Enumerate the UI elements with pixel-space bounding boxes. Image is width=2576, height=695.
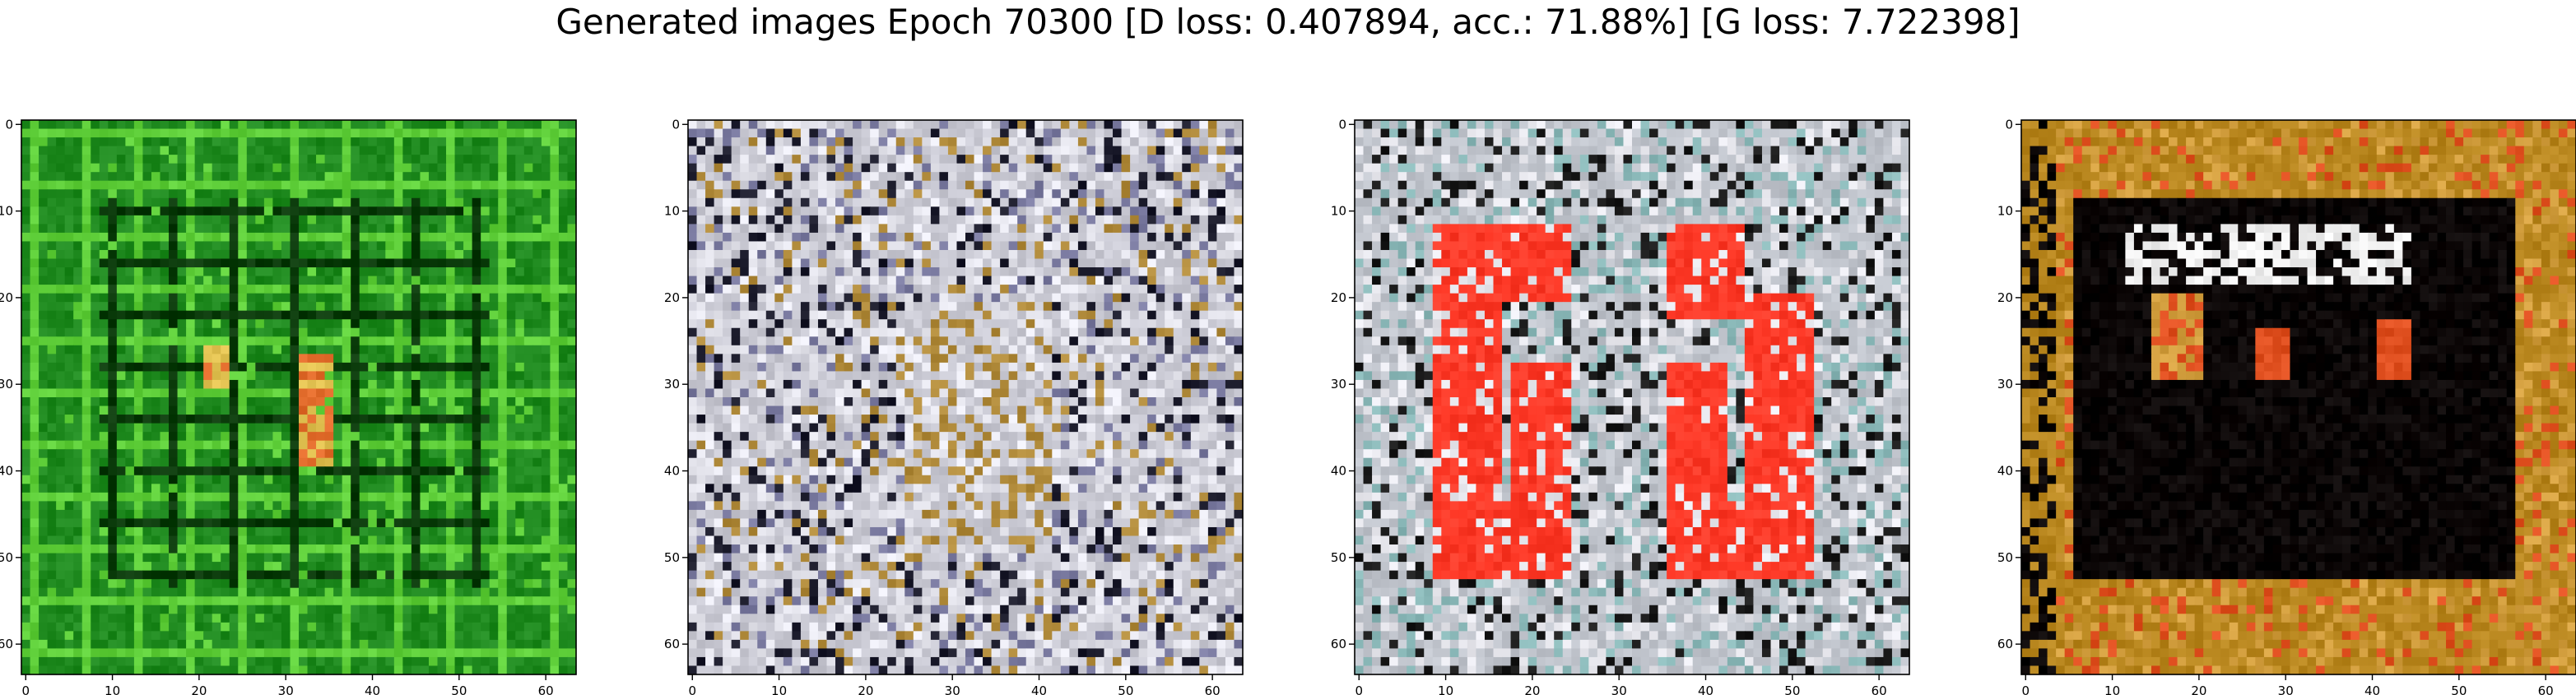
y-tick-label: 40 <box>664 464 680 479</box>
axes-frame <box>21 119 577 675</box>
subplot-2: 0 10 20 30 40 50 60 0 10 20 30 40 50 60 <box>664 117 1244 695</box>
x-tick-label: 20 <box>858 683 873 695</box>
y-tick-label: 10 <box>1331 204 1346 219</box>
y-tick-label: 60 <box>664 637 680 651</box>
y-tick-label: 0 <box>5 117 13 132</box>
x-tick-label: 0 <box>2021 683 2030 695</box>
x-tick-label: 0 <box>1355 683 1363 695</box>
axes-frame <box>1354 119 1910 675</box>
x-tick-label: 10 <box>2104 683 2120 695</box>
x-tick-label: 50 <box>451 683 467 695</box>
axes-frame <box>687 119 1244 675</box>
generated-image-3 <box>1355 120 1910 675</box>
x-tick-label: 30 <box>1611 683 1627 695</box>
x-tick-label: 10 <box>771 683 787 695</box>
y-tick-label: 10 <box>1997 204 2013 219</box>
y-tick-label: 20 <box>1331 290 1346 305</box>
x-tick-label: 50 <box>1784 683 1800 695</box>
y-tick-label: 50 <box>1331 550 1346 565</box>
x-tick-label: 0 <box>688 683 696 695</box>
x-tick-label: 30 <box>945 683 960 695</box>
x-tick-label: 60 <box>538 683 554 695</box>
y-tick-label: 30 <box>0 377 13 392</box>
subplot-3: 0 10 20 30 40 50 60 0 10 20 30 40 50 60 <box>1331 117 1910 695</box>
y-tick-label: 60 <box>1331 637 1346 651</box>
y-tick-label: 50 <box>664 550 680 565</box>
x-tick-label: 40 <box>1698 683 1713 695</box>
x-tick-label: 60 <box>1205 683 1221 695</box>
x-tick-label: 60 <box>1872 683 1887 695</box>
x-tick-label: 40 <box>2364 683 2380 695</box>
y-tick-label: 40 <box>1997 464 2013 479</box>
generated-image-1 <box>21 120 577 675</box>
y-tick-label: 10 <box>0 204 13 219</box>
x-tick-label: 30 <box>2278 683 2294 695</box>
generated-image-4 <box>2021 120 2576 675</box>
y-tick-label: 10 <box>664 204 680 219</box>
x-tick-label: 10 <box>105 683 120 695</box>
y-tick-label: 0 <box>672 117 680 132</box>
y-tick-label: 50 <box>1997 550 2013 565</box>
y-tick-label: 60 <box>0 637 13 651</box>
x-tick-label: 50 <box>2451 683 2467 695</box>
y-tick-label: 30 <box>664 377 680 392</box>
y-tick-label: 20 <box>1997 290 2013 305</box>
y-tick-label: 40 <box>0 464 13 479</box>
y-tick-label: 50 <box>0 550 13 565</box>
x-tick-label: 20 <box>2191 683 2206 695</box>
x-tick-label: 10 <box>1438 683 1453 695</box>
subplot-1: 0 10 20 30 40 50 60 0 10 20 30 40 50 60 <box>0 117 577 695</box>
x-tick-label: 60 <box>2538 683 2554 695</box>
x-tick-label: 20 <box>191 683 207 695</box>
x-tick-label: 40 <box>1031 683 1047 695</box>
x-tick-label: 20 <box>1524 683 1540 695</box>
x-tick-label: 40 <box>365 683 380 695</box>
y-tick-label: 0 <box>2005 117 2013 132</box>
x-tick-label: 30 <box>278 683 294 695</box>
generated-image-2 <box>688 120 1244 675</box>
figure-title: Generated images Epoch 70300 [D loss: 0.… <box>556 2 2020 42</box>
y-tick-label: 30 <box>1331 377 1346 392</box>
y-tick-label: 0 <box>1338 117 1346 132</box>
y-tick-label: 20 <box>664 290 680 305</box>
subplot-4: 0 10 20 30 40 50 60 0 10 20 30 40 50 60 <box>1997 117 2576 695</box>
y-tick-label: 40 <box>1331 464 1346 479</box>
x-tick-label: 50 <box>1118 683 1133 695</box>
y-tick-label: 20 <box>0 290 13 305</box>
y-tick-label: 60 <box>1997 637 2013 651</box>
axes-frame <box>2020 119 2576 675</box>
y-tick-label: 30 <box>1997 377 2013 392</box>
x-tick-label: 0 <box>21 683 30 695</box>
